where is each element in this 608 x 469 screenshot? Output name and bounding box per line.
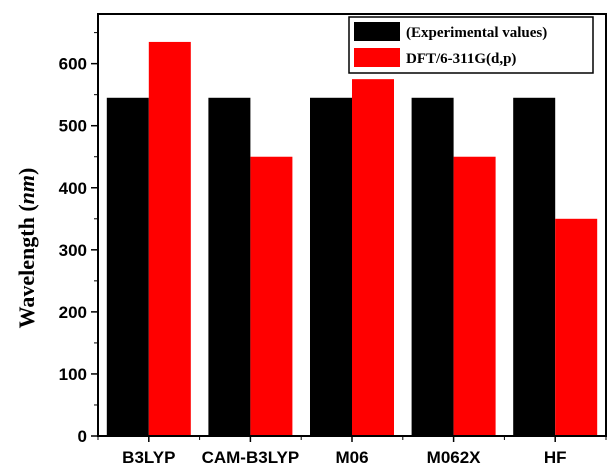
y-tick-label: 300 <box>59 241 87 260</box>
y-axis-label-main: Wavelength ( <box>14 204 39 328</box>
y-tick-label: 400 <box>59 179 87 198</box>
bar-experimental-m06 <box>310 98 352 436</box>
x-tick-label: CAM-B3LYP <box>202 448 300 467</box>
x-tick-label: B3LYP <box>122 448 175 467</box>
legend-label-dft: DFT/6-311G(d,p) <box>406 51 516 67</box>
x-tick-label: M06 <box>335 448 368 467</box>
y-tick-label: 500 <box>59 117 87 136</box>
y-tick-label: 100 <box>59 365 87 384</box>
bar-experimental-m062x <box>412 98 454 436</box>
legend-swatch-dft <box>354 48 400 67</box>
bar-experimental-b3lyp <box>107 98 149 436</box>
bar-dft-b3lyp <box>149 42 191 436</box>
legend-swatch-experimental <box>354 22 400 41</box>
bar-experimental-hf <box>513 98 555 436</box>
bar-experimental-cam-b3lyp <box>208 98 250 436</box>
legend: (Experimental values) DFT/6-311G(d,p) <box>349 17 593 73</box>
bar-dft-hf <box>555 219 597 436</box>
bars-group <box>107 42 597 436</box>
y-tick-label: 600 <box>59 55 87 74</box>
x-tick-label: HF <box>544 448 567 467</box>
y-tick-label: 0 <box>78 427 87 446</box>
y-axis-label-close: ) <box>14 168 39 175</box>
bar-dft-m06 <box>352 79 394 436</box>
bar-dft-cam-b3lyp <box>250 157 292 436</box>
y-axis-label-unit: nm <box>14 175 39 204</box>
bar-dft-m062x <box>454 157 496 436</box>
y-tick-label: 200 <box>59 303 87 322</box>
legend-label-experimental: (Experimental values) <box>406 25 547 41</box>
x-tick-label: M062X <box>427 448 482 467</box>
y-axis-label: Wavelength (nm) <box>14 168 39 329</box>
